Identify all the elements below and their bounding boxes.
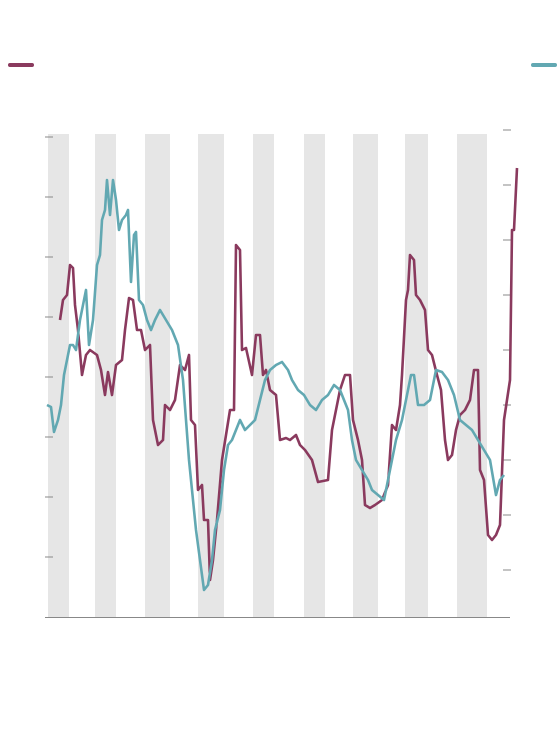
shaded-period xyxy=(198,134,224,617)
shaded-period xyxy=(145,134,170,617)
shaded-period xyxy=(304,134,325,617)
shaded-periods xyxy=(48,134,487,617)
shaded-period xyxy=(405,134,428,617)
shaded-period xyxy=(353,134,378,617)
series-line xyxy=(46,178,506,592)
axes xyxy=(45,129,511,618)
shaded-period xyxy=(48,134,69,617)
series-line xyxy=(58,167,519,582)
lines xyxy=(46,167,519,592)
